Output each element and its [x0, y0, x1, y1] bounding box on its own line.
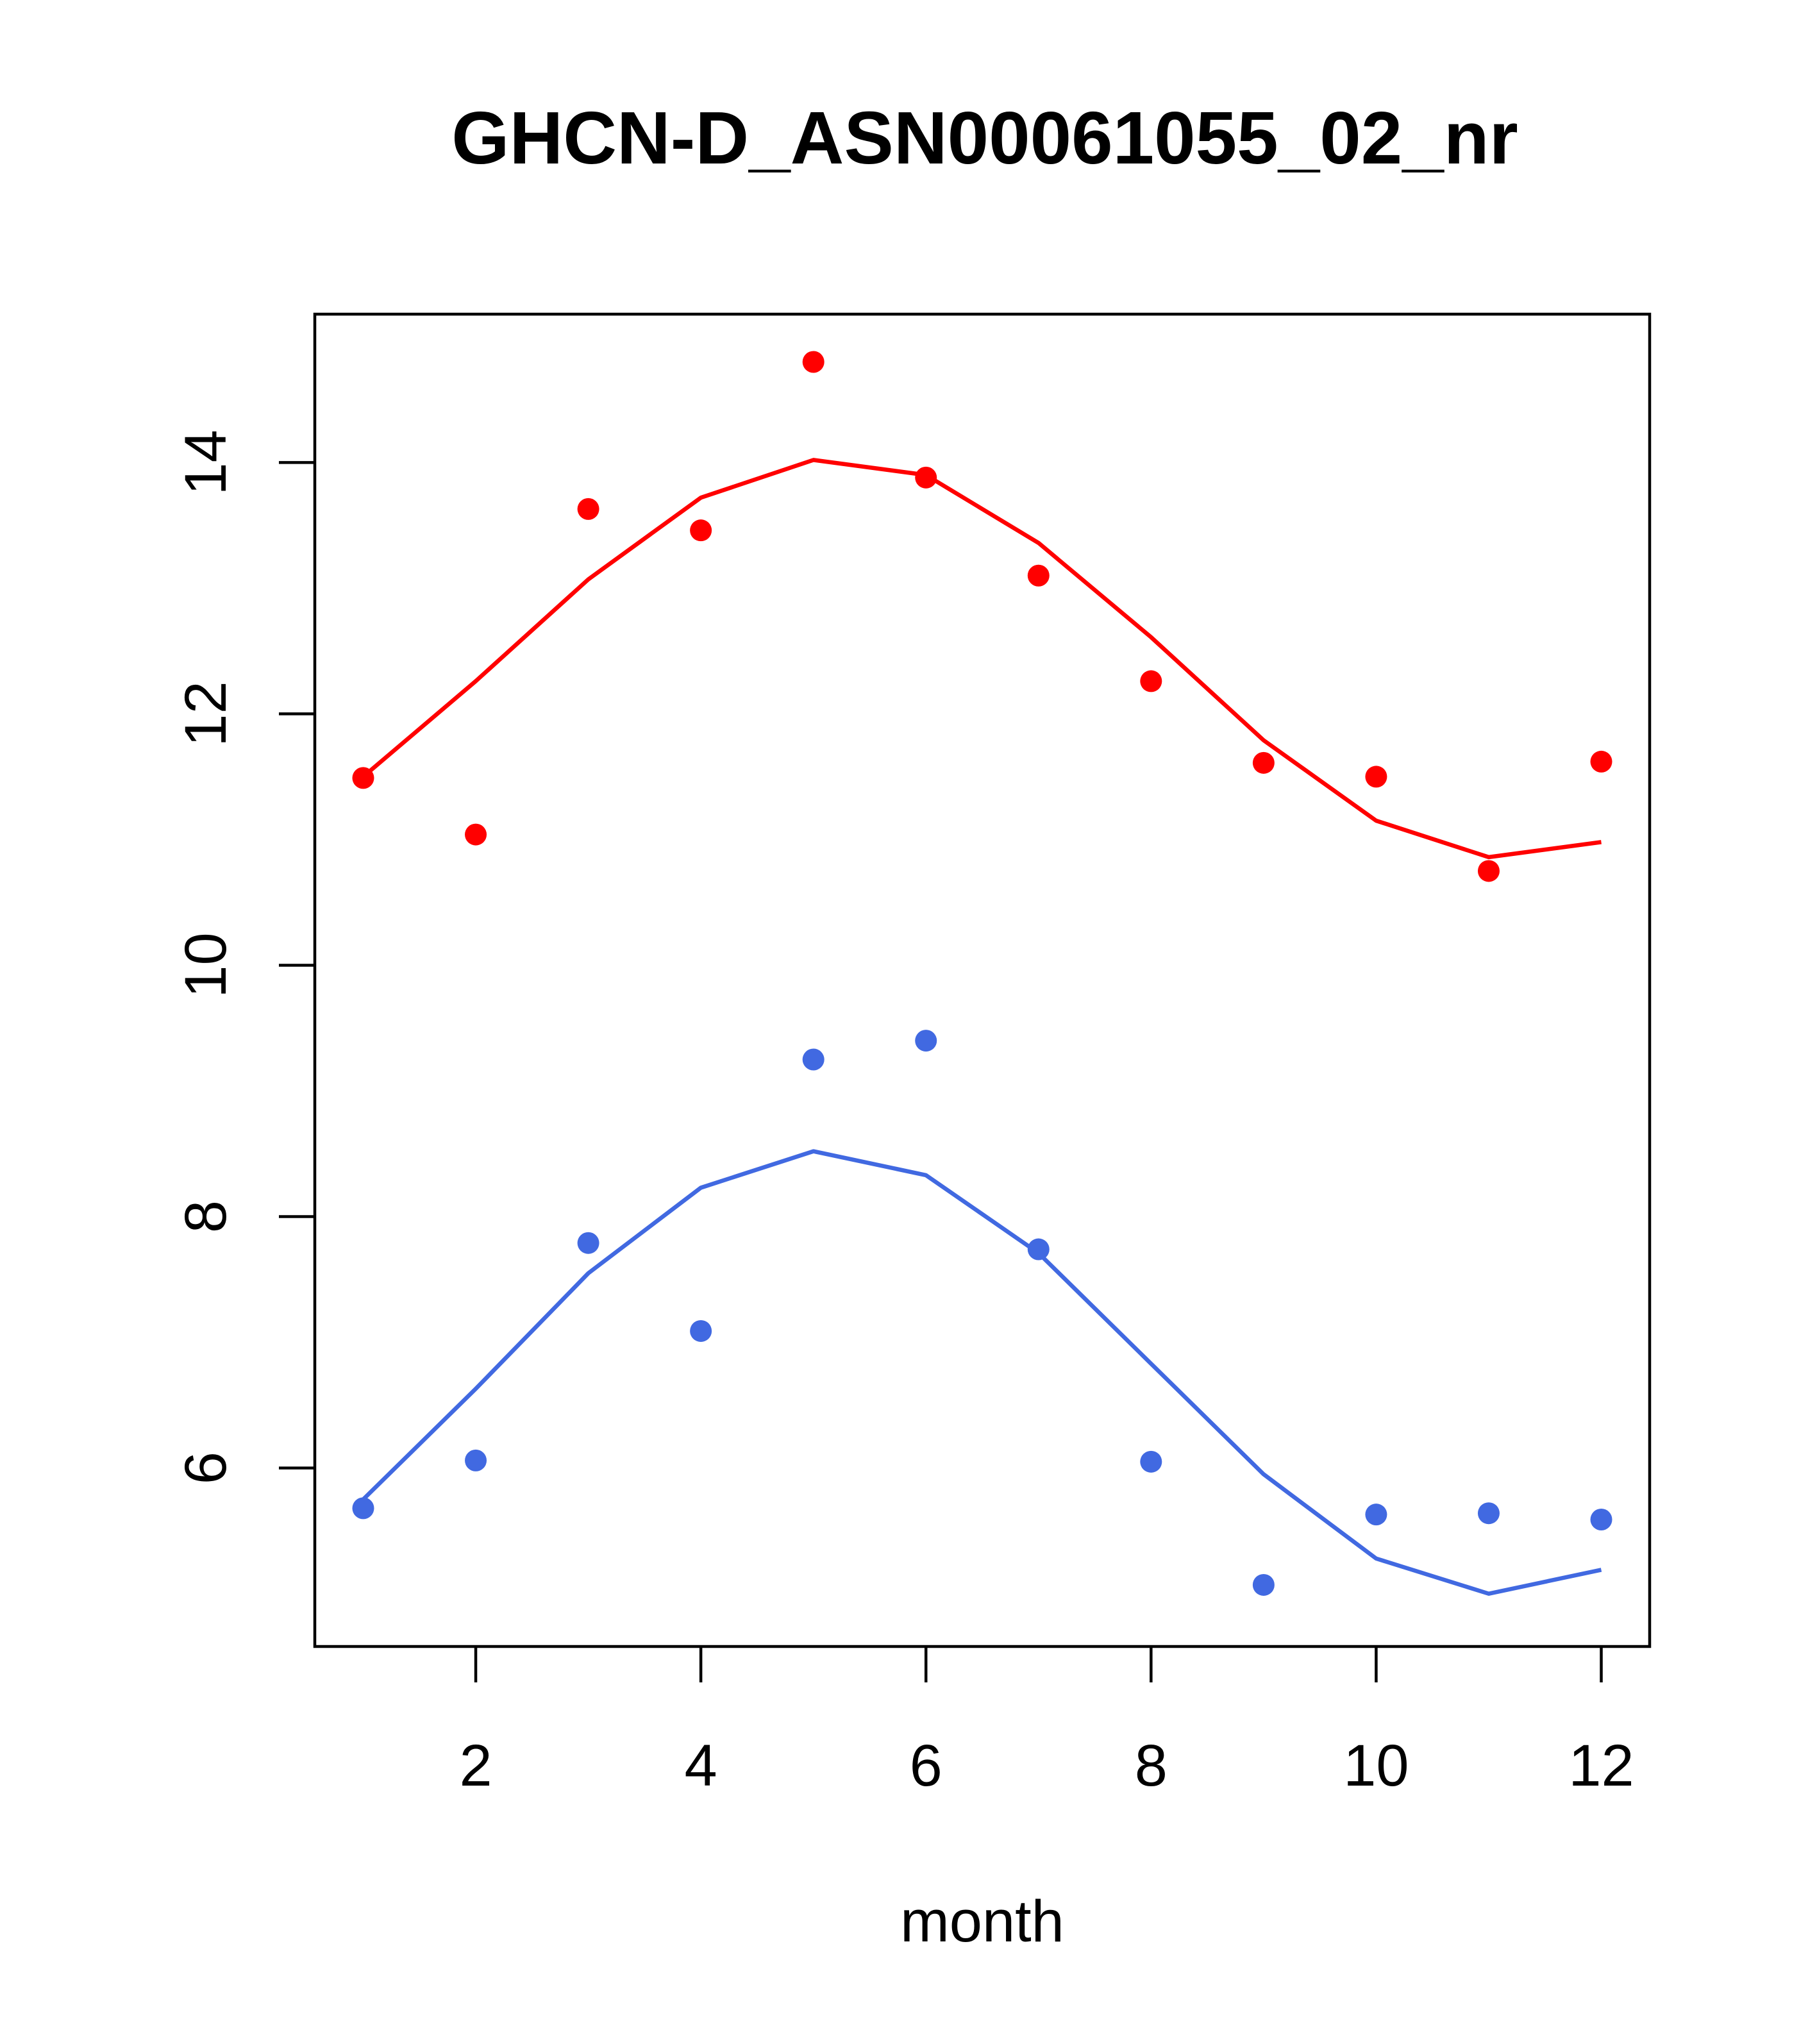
- y-tick-label: 14: [173, 430, 239, 495]
- data-point: [915, 466, 937, 489]
- data-point: [1140, 1450, 1162, 1473]
- x-tick-label: 10: [1343, 1733, 1409, 1798]
- data-point: [1365, 766, 1387, 788]
- data-point: [915, 1030, 937, 1052]
- x-axis-label: month: [900, 1889, 1064, 1954]
- x-tick-label: 2: [459, 1733, 492, 1798]
- series-line: [362, 458, 1602, 860]
- y-tick-label: 6: [173, 1452, 239, 1484]
- data-point: [465, 1449, 487, 1471]
- series-layer: [352, 351, 1612, 1596]
- data-point: [577, 1232, 599, 1254]
- data-point: [802, 1048, 825, 1071]
- series-0: [352, 351, 1612, 882]
- y-axis: 6 8 10 12 14: [173, 430, 315, 1484]
- data-point: [352, 1497, 374, 1520]
- y-tick-label: 10: [173, 932, 239, 998]
- y-tick-label: 8: [173, 1200, 239, 1233]
- plot-frame: [313, 312, 1652, 1648]
- data-point: [1590, 750, 1612, 773]
- series-line: [362, 1149, 1602, 1596]
- data-point: [1477, 1502, 1500, 1525]
- data-point: [1590, 1509, 1612, 1531]
- data-point: [577, 498, 599, 520]
- x-tick-label: 4: [685, 1733, 717, 1798]
- x-tick-label: 6: [910, 1733, 942, 1798]
- data-point: [690, 519, 712, 542]
- data-point: [1252, 751, 1275, 774]
- data-point: [1252, 1573, 1275, 1596]
- series-1: [352, 1030, 1612, 1596]
- data-point: [352, 767, 374, 789]
- data-point: [802, 351, 825, 373]
- data-point: [1027, 564, 1050, 587]
- x-tick-label: 8: [1135, 1733, 1168, 1798]
- data-point: [1140, 670, 1162, 692]
- data-point: [1027, 1238, 1050, 1261]
- data-point: [690, 1319, 712, 1342]
- data-point: [1365, 1504, 1387, 1526]
- data-point: [1477, 860, 1500, 882]
- y-tick-label: 12: [173, 681, 239, 746]
- data-point: [465, 823, 487, 846]
- x-tick-label: 12: [1568, 1733, 1634, 1798]
- chart-title: GHCN-D_ASN00061055_02_nr: [451, 96, 1518, 180]
- x-axis: 2 4 6 8 10 12: [459, 1646, 1634, 1798]
